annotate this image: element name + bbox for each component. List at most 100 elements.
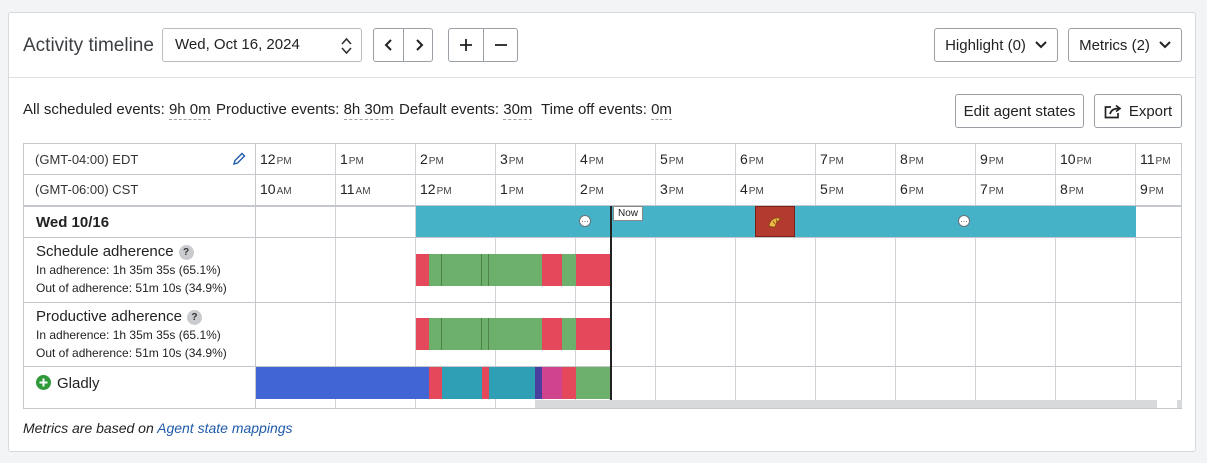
in-adherence-segment[interactable] — [429, 318, 542, 350]
cst-tick: 6PM — [900, 181, 924, 197]
tick-ampm: PM — [748, 156, 764, 167]
tick-ampm: PM — [508, 156, 524, 167]
chevron-left-icon — [384, 39, 392, 51]
highlight-button[interactable]: Highlight (0) — [934, 28, 1058, 62]
gladly-state-segment[interactable] — [482, 367, 489, 399]
gladly-state-segment[interactable] — [442, 367, 482, 399]
scrollbar-thumb[interactable] — [1157, 400, 1177, 408]
scheduled-value[interactable]: 9h 0m — [168, 101, 211, 120]
cst-tick: 12PM — [420, 181, 452, 197]
default-value[interactable]: 30m — [503, 101, 533, 120]
cst-tick: 11AM — [340, 181, 371, 197]
tick-hour: 9 — [1140, 181, 1148, 197]
tick-ampm: PM — [348, 156, 364, 167]
tick-ampm: PM — [1148, 186, 1164, 197]
tick-ampm: PM — [588, 186, 604, 197]
now-label: Now — [613, 206, 644, 221]
gladly-state-segment[interactable] — [256, 367, 429, 399]
tick-hour: 5 — [820, 181, 828, 197]
edit-agent-states-button[interactable]: Edit agent states — [955, 94, 1084, 128]
tick-hour: 7 — [980, 181, 988, 197]
minus-icon — [494, 44, 507, 46]
schedule-adherence-label: Schedule adherence — [36, 243, 174, 260]
edt-tick: 7PM — [820, 151, 844, 167]
out-adherence-segment[interactable] — [542, 318, 562, 350]
productive-adherence-label: Productive adherence — [36, 308, 182, 325]
schedule-in-adherence: In adherence: 1h 35m 35s (65.1%) — [36, 263, 221, 277]
default-events-summary: Default events: 30m — [399, 101, 533, 120]
time-column-divider — [735, 144, 736, 408]
edt-tick: 12PM — [260, 151, 292, 167]
tick-ampm: PM — [508, 186, 524, 197]
activity-timeline-card: Activity timeline Wed, Oct 16, 2024 High… — [8, 12, 1196, 452]
more-icon[interactable]: … — [579, 215, 591, 227]
schedule-adherence-title: Schedule adherence? — [36, 243, 194, 260]
gladly-state-segment[interactable] — [429, 367, 442, 399]
productive-value[interactable]: 8h 30m — [343, 101, 394, 120]
edt-tick: 2PM — [420, 151, 444, 167]
edt-tick: 9PM — [980, 151, 1004, 167]
lunch-event-block[interactable] — [755, 206, 795, 237]
gladly-state-segment[interactable] — [489, 367, 535, 399]
croissant-icon — [768, 217, 782, 228]
agent-state-mappings-link[interactable]: Agent state mappings — [157, 420, 293, 436]
tick-hour: 3 — [500, 151, 508, 167]
chevron-right-icon — [415, 39, 423, 51]
timeoff-value[interactable]: 0m — [651, 101, 672, 120]
prev-day-button[interactable] — [374, 29, 404, 61]
tick-hour: 10 — [1060, 151, 1076, 167]
help-icon[interactable]: ? — [186, 310, 202, 325]
help-icon[interactable]: ? — [178, 245, 194, 260]
tick-ampm: PM — [588, 156, 604, 167]
in-adherence-segment[interactable] — [562, 254, 576, 286]
edt-tick: 10PM — [1060, 151, 1092, 167]
tick-hour: 2 — [420, 151, 428, 167]
gladly-state-segment[interactable] — [562, 367, 576, 399]
time-column-divider — [655, 144, 656, 408]
in-adherence-segment[interactable] — [429, 254, 542, 286]
pencil-icon[interactable] — [232, 152, 246, 166]
in-adherence-segment[interactable] — [562, 318, 576, 350]
export-button[interactable]: Export — [1094, 94, 1182, 128]
tick-hour: 3 — [660, 181, 668, 197]
tick-ampm: PM — [276, 156, 292, 167]
cst-tick: 5PM — [820, 181, 844, 197]
date-select[interactable]: Wed, Oct 16, 2024 — [162, 28, 362, 62]
export-icon — [1104, 104, 1122, 118]
zoom-in-button[interactable] — [449, 29, 483, 61]
gladly-state-segment[interactable] — [576, 367, 611, 399]
zoom-group — [448, 28, 518, 62]
zoom-out-button[interactable] — [484, 29, 517, 61]
horizontal-scrollbar[interactable] — [535, 400, 1182, 408]
more-icon[interactable]: … — [958, 215, 970, 227]
gladly-state-segment[interactable] — [542, 367, 562, 399]
out-adherence-segment[interactable] — [576, 254, 611, 286]
chevron-down-icon — [1159, 41, 1171, 49]
tick-ampm: PM — [668, 186, 684, 197]
next-day-button[interactable] — [404, 29, 433, 61]
out-adherence-segment[interactable] — [416, 318, 429, 350]
productive-out-adherence: Out of adherence: 51m 10s (34.9%) — [36, 346, 227, 360]
chevron-updown-icon — [341, 37, 352, 55]
default-label: Default events: — [399, 101, 500, 118]
add-circle-icon[interactable] — [36, 375, 51, 390]
cst-tick: 1PM — [500, 181, 524, 197]
metrics-button[interactable]: Metrics (2) — [1068, 28, 1182, 62]
tick-ampm: PM — [908, 186, 924, 197]
out-adherence-segment[interactable] — [416, 254, 429, 286]
timezone-edt-label: (GMT-04:00) EDT — [35, 152, 139, 167]
gladly-state-segment[interactable] — [535, 367, 542, 399]
productive-adherence-title: Productive adherence? — [36, 308, 202, 325]
edt-tick: 3PM — [500, 151, 524, 167]
productive-events-summary: Productive events: 8h 30m — [216, 101, 394, 120]
tick-hour: 11 — [1140, 151, 1155, 167]
tick-hour: 4 — [740, 181, 748, 197]
out-adherence-segment[interactable] — [576, 318, 611, 350]
edt-tick: 8PM — [900, 151, 924, 167]
out-adherence-segment[interactable] — [542, 254, 562, 286]
tick-hour: 4 — [580, 151, 588, 167]
tick-ampm: PM — [1076, 156, 1092, 167]
time-column-divider — [975, 144, 976, 408]
cst-tick: 8PM — [1060, 181, 1084, 197]
cst-tick: 4PM — [740, 181, 764, 197]
